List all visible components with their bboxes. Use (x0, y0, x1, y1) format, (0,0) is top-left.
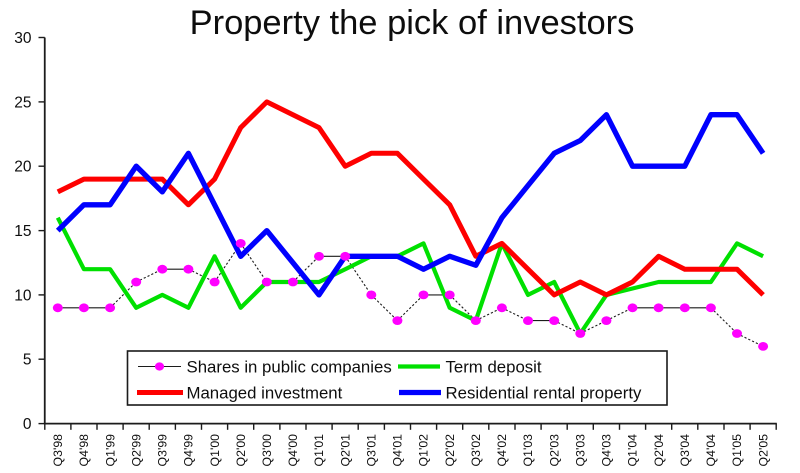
svg-text:Q4'04: Q4'04 (704, 434, 718, 467)
svg-text:Q4'00: Q4'00 (286, 434, 300, 467)
svg-text:Q2'05: Q2'05 (756, 434, 770, 467)
svg-text:Q2'02: Q2'02 (443, 434, 457, 467)
svg-text:Q1'05: Q1'05 (730, 434, 744, 467)
svg-text:25: 25 (14, 94, 31, 111)
svg-text:30: 30 (14, 30, 32, 47)
svg-text:Q2'00: Q2'00 (234, 434, 248, 467)
svg-text:Q3'04: Q3'04 (678, 434, 692, 467)
svg-text:Q1'02: Q1'02 (417, 434, 431, 467)
svg-text:Q1'01: Q1'01 (312, 434, 326, 467)
svg-text:Property the pick of investors: Property the pick of investors (190, 4, 635, 42)
svg-text:Shares in public companies: Shares in public companies (187, 357, 392, 376)
svg-text:5: 5 (23, 352, 32, 369)
svg-text:Q4'98: Q4'98 (77, 434, 91, 467)
svg-text:Term deposit: Term deposit (446, 357, 542, 376)
svg-text:Q4'02: Q4'02 (495, 434, 509, 467)
svg-text:Q1'00: Q1'00 (208, 434, 222, 467)
svg-text:Q4'99: Q4'99 (182, 434, 196, 467)
svg-text:Q1'04: Q1'04 (626, 434, 640, 467)
svg-text:Q4'03: Q4'03 (600, 434, 614, 467)
svg-text:20: 20 (14, 159, 32, 176)
svg-text:Q4'01: Q4'01 (391, 434, 405, 467)
svg-text:Q2'99: Q2'99 (129, 434, 143, 467)
svg-text:0: 0 (23, 416, 32, 433)
svg-text:Q3'02: Q3'02 (469, 434, 483, 467)
svg-text:Q2'03: Q2'03 (547, 434, 561, 467)
svg-text:Q1'03: Q1'03 (521, 434, 535, 467)
svg-text:15: 15 (14, 223, 31, 240)
svg-text:Q3'01: Q3'01 (365, 434, 379, 467)
svg-text:Q3'99: Q3'99 (156, 434, 170, 467)
svg-text:Q3'00: Q3'00 (260, 434, 274, 467)
svg-text:Managed investment: Managed investment (187, 383, 343, 402)
svg-text:Q3'03: Q3'03 (574, 434, 588, 467)
svg-text:Q2'01: Q2'01 (338, 434, 352, 467)
svg-text:Q3'98: Q3'98 (51, 434, 65, 467)
svg-text:10: 10 (14, 287, 32, 304)
svg-text:Q1'99: Q1'99 (103, 434, 117, 467)
svg-text:Residential rental property: Residential rental property (446, 383, 642, 402)
svg-text:Q2'04: Q2'04 (652, 434, 666, 467)
